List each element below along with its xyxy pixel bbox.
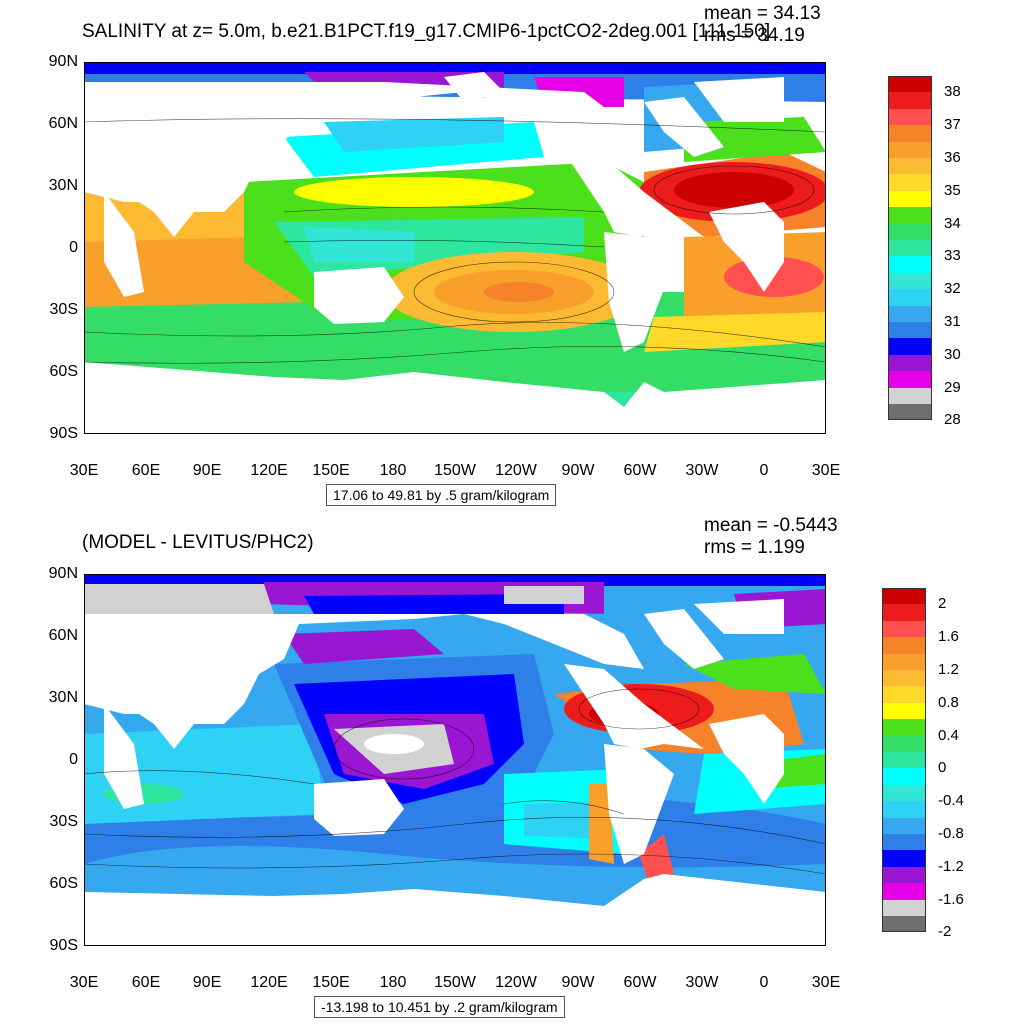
y-tick-label: 0 (69, 751, 78, 768)
colorbar-label: 28 (944, 411, 961, 429)
colorbar-label: 32 (944, 280, 961, 298)
colorbar-label: 1.2 (938, 661, 959, 678)
x-tick-label: 60E (131, 974, 161, 991)
x-tick-label: 30E (811, 462, 841, 479)
contour-info-box: -13.198 to 10.451 by .2 gram/kilogram (314, 996, 565, 1018)
y-tick-label: 30N (48, 177, 78, 194)
x-tick-label: 0 (759, 462, 769, 479)
y-tick-label: 30N (48, 689, 78, 706)
y-tick-label: 90N (48, 53, 78, 70)
colorbar-label: 35 (944, 181, 961, 199)
colorbar-label: 30 (944, 345, 961, 363)
x-tick-label: 90W (561, 462, 595, 479)
x-tick-label: 120W (495, 974, 537, 991)
panel-title: SALINITY at z= 5.0m, b.e21.B1PCT.f19_g17… (82, 21, 771, 42)
contour-info-box: 17.06 to 49.81 by .5 gram/kilogram (326, 484, 557, 506)
y-tick-label: 90S (49, 937, 78, 954)
x-tick-label: 150E (312, 462, 350, 479)
salinity-map-svg (84, 62, 826, 434)
x-tick-label: 150W (434, 462, 476, 479)
panel-title: (MODEL - LEVITUS/PHC2) (82, 532, 314, 553)
mean-readout: mean = 34.13 (704, 3, 821, 24)
y-tick-label: 30S (49, 813, 78, 830)
x-tick-label: 180 (379, 974, 407, 991)
colorbar-label: 1.6 (938, 628, 959, 646)
land-mask (84, 62, 826, 434)
y-tick-label: 0 (69, 239, 78, 256)
x-tick-label: 30E (69, 462, 99, 479)
y-tick-label: 90S (49, 425, 78, 442)
colorbar-label: 0.8 (938, 693, 959, 711)
y-tick-label: 60N (48, 627, 78, 644)
x-tick-label: 60W (623, 974, 657, 991)
colorbar-label: 0 (938, 759, 947, 777)
colorbar-label: 36 (944, 149, 961, 166)
colorbar-label: 34 (944, 214, 961, 232)
land-mask (84, 599, 826, 946)
x-tick-label: 120E (250, 462, 288, 479)
colorbar-label: 31 (944, 313, 961, 330)
colorbar-label: 33 (944, 247, 961, 265)
y-tick-label: 60S (49, 875, 78, 892)
x-tick-label: 90E (192, 462, 222, 479)
rms-readout: rms = 1.199 (704, 537, 805, 558)
colorbar-label: -1.6 (938, 890, 964, 908)
colorbar-label: -0.8 (938, 825, 964, 842)
colorbar-label: 37 (944, 116, 961, 134)
x-tick-label: 150E (312, 974, 350, 991)
y-tick-label: 60N (48, 115, 78, 132)
y-tick-label: 30S (49, 301, 78, 318)
x-tick-label: 180 (379, 462, 407, 479)
x-tick-label: 0 (759, 974, 769, 991)
difference-map-svg (84, 574, 826, 946)
difference-map (84, 574, 826, 946)
y-tick-label: 90N (48, 565, 78, 582)
colorbar-label: 38 (944, 83, 961, 101)
rms-readout: rms = 34.19 (704, 25, 805, 46)
colorbar-outline (888, 76, 932, 421)
x-tick-label: 60E (131, 462, 161, 479)
colorbar-label: -1.2 (938, 857, 964, 875)
x-tick-label: 90E (192, 974, 222, 991)
colorbar-outline (882, 588, 926, 933)
colorbar-label: -0.4 (938, 792, 964, 810)
y-tick-label: 60S (49, 363, 78, 380)
salinity-panel: SALINITY at z= 5.0m, b.e21.B1PCT.f19_g17… (48, 3, 961, 506)
x-tick-label: 120E (250, 974, 288, 991)
x-tick-label: 120W (495, 462, 537, 479)
x-tick-label: 150W (434, 974, 476, 991)
colorbar-label: 0.4 (938, 726, 959, 744)
x-tick-label: 90W (561, 974, 595, 991)
x-tick-label: 30E (69, 974, 99, 991)
mean-readout: mean = -0.5443 (704, 515, 838, 536)
x-tick-label: 30E (811, 974, 841, 991)
x-tick-label: 30W (685, 462, 719, 479)
colorbar-label: -2 (938, 923, 952, 941)
salinity-map (84, 62, 826, 434)
x-tick-label: 30W (685, 974, 719, 991)
x-tick-label: 60W (623, 462, 657, 479)
difference-panel: (MODEL - LEVITUS/PHC2) mean = -0.5443 rm… (0, 512, 1024, 1024)
colorbar-label: 29 (944, 378, 961, 396)
colorbar-label: 2 (938, 595, 947, 613)
